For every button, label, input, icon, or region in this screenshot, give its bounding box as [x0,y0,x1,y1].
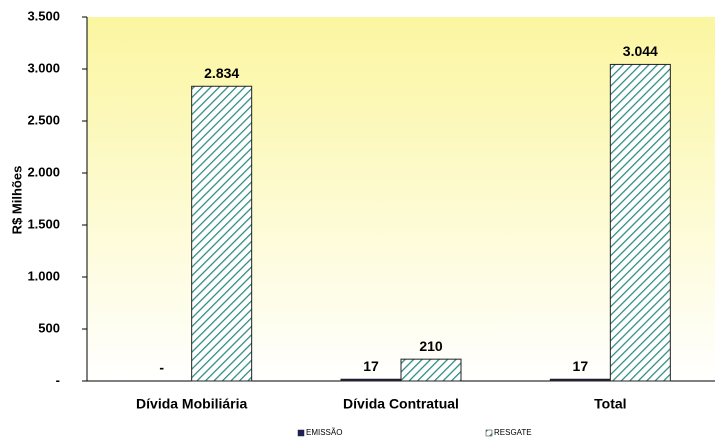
legend-label: RESGATE [494,428,532,437]
y-tick-label: 1.000 [27,268,60,283]
y-tick-label: - [56,372,60,387]
bar [340,378,402,382]
legend-label: EMISSÃO [306,428,342,437]
y-tick-label: 2.500 [27,112,60,127]
bar [549,378,611,382]
y-tick-label: 500 [38,320,60,335]
x-tick-label: Dívida Contratual [343,396,459,412]
value-label: 17 [573,358,589,374]
x-tick-label: Dívida Mobiliária [136,396,247,412]
y-tick-label: 3.500 [27,8,60,23]
bar [609,63,671,382]
y-tick-label: 1.500 [27,216,60,231]
y-tick-label: 3.000 [27,60,60,75]
x-tick-label: Total [594,396,626,412]
bar [400,358,462,382]
value-label: 17 [363,358,379,374]
y-axis-title: R$ Milhões [9,166,24,235]
legend-swatch [485,429,493,437]
y-tick-label: 2.000 [27,164,60,179]
value-label: 3.044 [623,43,658,59]
value-label: 210 [419,338,443,354]
value-label: 2.834 [204,65,239,81]
bar [191,85,253,382]
value-label: - [159,360,164,376]
legend-swatch [297,429,305,437]
